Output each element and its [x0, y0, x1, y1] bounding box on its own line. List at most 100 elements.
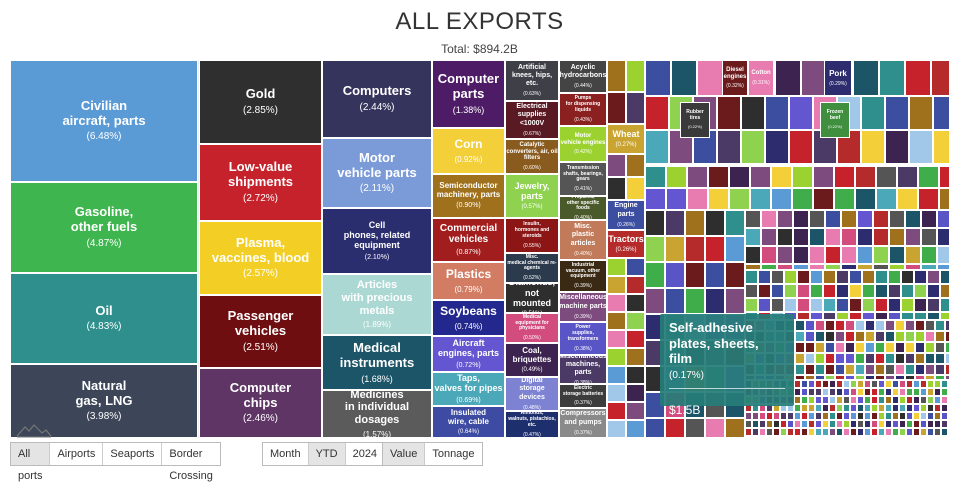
small-category-tile[interactable]	[934, 396, 941, 404]
small-category-tile[interactable]	[717, 164, 741, 166]
small-category-tile[interactable]	[914, 284, 927, 298]
small-category-tile[interactable]	[815, 396, 822, 404]
small-category-tile[interactable]	[626, 330, 645, 348]
border-crossing-button[interactable]: Border Crossing	[162, 443, 220, 482]
small-category-tile[interactable]	[773, 412, 780, 420]
small-category-tile[interactable]	[836, 428, 843, 436]
small-category-tile[interactable]	[761, 246, 777, 264]
small-category-tile[interactable]	[855, 364, 865, 375]
ytd-button[interactable]: YTD	[308, 443, 346, 465]
small-category-tile[interactable]	[745, 264, 761, 270]
tile-frozen-beef[interactable]: Frozen beef (0.22%)	[820, 102, 850, 138]
small-category-tile[interactable]	[857, 210, 873, 228]
small-category-tile[interactable]	[895, 342, 905, 353]
small-category-tile[interactable]	[948, 412, 950, 420]
small-category-tile[interactable]	[759, 436, 766, 438]
small-category-tile[interactable]	[927, 284, 940, 298]
small-category-tile[interactable]	[745, 284, 758, 298]
tile-cell-phones-related-equipment[interactable]: Cell phones, related equipment (2.10%)	[322, 208, 432, 274]
small-category-tile[interactable]	[892, 388, 899, 396]
tile-rubber-tires[interactable]: Rubber tires (0.22%)	[680, 102, 710, 138]
small-category-tile[interactable]	[626, 366, 645, 384]
value-button[interactable]: Value	[383, 443, 426, 465]
small-category-tile[interactable]	[808, 436, 815, 438]
small-category-tile[interactable]	[905, 60, 931, 96]
small-category-tile[interactable]	[875, 320, 885, 331]
small-category-tile[interactable]	[810, 312, 823, 320]
small-category-tile[interactable]	[948, 404, 950, 412]
small-category-tile[interactable]	[892, 436, 899, 438]
small-category-tile[interactable]	[915, 375, 925, 380]
small-category-tile[interactable]	[809, 264, 825, 270]
small-category-tile[interactable]	[797, 270, 810, 284]
tile-motor-vehicle-parts[interactable]: Motor vehicle parts (2.11%)	[322, 138, 432, 208]
small-category-tile[interactable]	[914, 312, 927, 320]
small-category-tile[interactable]	[829, 420, 836, 428]
small-category-tile[interactable]	[885, 428, 892, 436]
small-category-tile[interactable]	[933, 96, 950, 130]
small-category-tile[interactable]	[843, 412, 850, 420]
small-category-tile[interactable]	[865, 364, 875, 375]
small-category-tile[interactable]	[871, 428, 878, 436]
small-category-tile[interactable]	[925, 353, 935, 364]
small-category-tile[interactable]	[795, 342, 805, 353]
small-category-tile[interactable]	[835, 364, 845, 375]
small-category-tile[interactable]	[892, 428, 899, 436]
small-category-tile[interactable]	[745, 436, 752, 438]
small-category-tile[interactable]	[934, 436, 941, 438]
small-category-tile[interactable]	[823, 312, 836, 320]
small-category-tile[interactable]	[725, 236, 745, 262]
small-category-tile[interactable]	[645, 262, 665, 288]
small-category-tile[interactable]	[729, 188, 750, 210]
small-category-tile[interactable]	[745, 428, 752, 436]
small-category-tile[interactable]	[801, 412, 808, 420]
small-category-tile[interactable]	[915, 342, 925, 353]
small-category-tile[interactable]	[836, 412, 843, 420]
small-category-tile[interactable]	[920, 388, 927, 396]
small-category-tile[interactable]	[948, 388, 950, 396]
small-category-tile[interactable]	[805, 364, 815, 375]
small-category-tile[interactable]	[626, 258, 645, 276]
small-category-tile[interactable]	[836, 420, 843, 428]
small-category-tile[interactable]	[915, 331, 925, 342]
small-category-tile[interactable]	[871, 412, 878, 420]
small-category-tile[interactable]	[948, 396, 950, 404]
small-category-tile[interactable]	[913, 396, 920, 404]
tile-industrial-vacuum-other-equipment[interactable]: Industrial vacuum, other equipment (0.39%…	[559, 260, 607, 292]
tile-prepared-other-specific-foods[interactable]: Prepared, other specific foods (0.40%)	[559, 196, 607, 220]
small-category-tile[interactable]	[645, 60, 671, 96]
small-category-tile[interactable]	[766, 436, 773, 438]
small-category-tile[interactable]	[835, 320, 845, 331]
small-category-tile[interactable]	[920, 428, 927, 436]
small-category-tile[interactable]	[925, 364, 935, 375]
small-category-tile[interactable]	[899, 412, 906, 420]
small-category-tile[interactable]	[808, 412, 815, 420]
small-category-tile[interactable]	[857, 428, 864, 436]
small-category-tile[interactable]	[855, 188, 876, 210]
small-category-tile[interactable]	[822, 396, 829, 404]
small-category-tile[interactable]	[793, 264, 809, 270]
small-category-tile[interactable]	[940, 312, 950, 320]
small-category-tile[interactable]	[850, 388, 857, 396]
small-category-tile[interactable]	[836, 312, 849, 320]
small-category-tile[interactable]	[829, 412, 836, 420]
small-category-tile[interactable]	[761, 264, 777, 270]
small-category-tile[interactable]	[892, 412, 899, 420]
small-category-tile[interactable]	[871, 380, 878, 388]
small-category-tile[interactable]	[909, 130, 933, 164]
small-category-tile[interactable]	[794, 420, 801, 428]
small-category-tile[interactable]	[758, 298, 771, 312]
tile-medical-equipment-for-physicians[interactable]: Medical equipment for physicians (0.50%)	[505, 313, 559, 343]
small-category-tile[interactable]	[927, 388, 934, 396]
small-category-tile[interactable]	[836, 404, 843, 412]
small-category-tile[interactable]	[822, 420, 829, 428]
small-category-tile[interactable]	[857, 396, 864, 404]
small-category-tile[interactable]	[784, 298, 797, 312]
small-category-tile[interactable]	[761, 228, 777, 246]
small-category-tile[interactable]	[876, 166, 897, 188]
small-category-tile[interactable]	[666, 188, 687, 210]
small-category-tile[interactable]	[878, 388, 885, 396]
small-category-tile[interactable]	[850, 420, 857, 428]
small-category-tile[interactable]	[815, 420, 822, 428]
small-category-tile[interactable]	[918, 188, 939, 210]
